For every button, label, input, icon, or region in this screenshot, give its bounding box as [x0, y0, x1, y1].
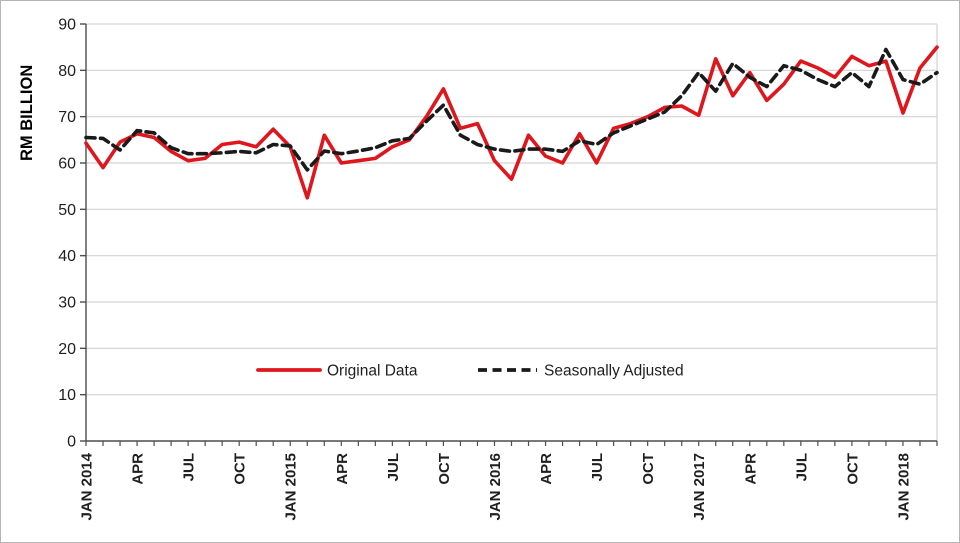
x-tick-label: JUL	[589, 453, 606, 481]
x-tick-label: APR	[538, 453, 555, 485]
x-tick-label: JAN 2014	[79, 452, 96, 520]
x-tick-label: APR	[742, 453, 759, 485]
x-tick-label: OCT	[844, 453, 861, 485]
x-tick-label: JAN 2016	[487, 453, 504, 521]
x-tick-label: APR	[130, 453, 147, 485]
y-tick-label: 90	[58, 17, 76, 34]
y-tick-label: 20	[58, 341, 76, 358]
x-tick-label: OCT	[436, 453, 453, 485]
x-tick-label: JAN 2017	[691, 453, 708, 521]
y-tick-label: 70	[58, 109, 76, 126]
x-tick-label: JAN 2015	[283, 453, 300, 521]
x-tick-label: APR	[334, 453, 351, 485]
series-line-seasonally-adjusted	[84, 47, 939, 172]
legend-label-seasonally-adjusted: Seasonally Adjusted	[544, 363, 684, 380]
x-tick-label: OCT	[640, 453, 657, 485]
x-tick-label: JUL	[181, 453, 198, 481]
y-tick-label: 10	[58, 387, 76, 404]
y-tick-label: 50	[58, 202, 76, 219]
x-tick-label: JUL	[385, 453, 402, 481]
x-tick-label: JAN 2018	[895, 453, 912, 521]
x-tick-label: OCT	[232, 453, 249, 485]
y-tick-label: 0	[67, 434, 76, 451]
legend-label-original-data: Original Data	[327, 363, 418, 380]
y-tick-label: 40	[58, 248, 76, 265]
y-tick-label: 30	[58, 295, 76, 312]
y-axis-title: RM BILLION	[18, 65, 36, 161]
y-tick-label: 60	[58, 156, 76, 173]
y-tick-label: 80	[58, 63, 76, 80]
x-tick-label: JUL	[793, 453, 810, 481]
